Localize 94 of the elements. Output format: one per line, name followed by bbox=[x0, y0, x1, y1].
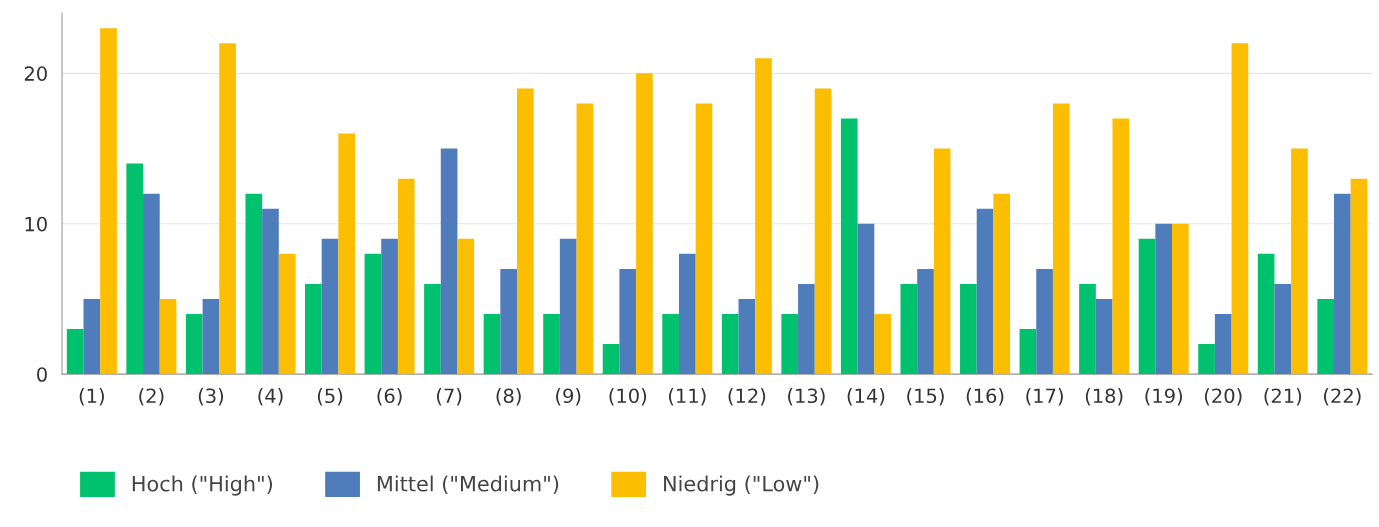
x-tick-label: (19) bbox=[1145, 388, 1182, 406]
bar bbox=[559, 238, 577, 375]
bar bbox=[933, 148, 951, 375]
bar bbox=[755, 58, 772, 375]
bar bbox=[721, 314, 739, 375]
bar bbox=[543, 314, 560, 375]
bar bbox=[219, 43, 236, 375]
bar bbox=[321, 238, 339, 375]
bar bbox=[305, 283, 322, 375]
bar bbox=[262, 208, 279, 375]
x-tick-label: (22) bbox=[1324, 388, 1361, 406]
bar bbox=[602, 344, 620, 375]
bar bbox=[1095, 298, 1113, 375]
bar bbox=[440, 148, 458, 375]
y-tick-label: 20 bbox=[24, 66, 47, 81]
bar bbox=[840, 118, 858, 375]
bar bbox=[66, 329, 84, 375]
x-tick-label: (11) bbox=[669, 388, 706, 406]
x-tick-label: (6) bbox=[377, 388, 402, 406]
x-tick-label: (10) bbox=[609, 388, 647, 406]
bar bbox=[483, 314, 501, 375]
bar bbox=[245, 193, 263, 375]
bar bbox=[143, 193, 160, 375]
bar bbox=[1079, 283, 1096, 375]
bar bbox=[576, 103, 594, 375]
bar bbox=[1052, 103, 1070, 375]
bar bbox=[1333, 193, 1351, 375]
bar bbox=[126, 163, 144, 375]
x-tick-label: (16) bbox=[966, 388, 1004, 406]
legend-label: Niedrig ("Low") bbox=[664, 475, 819, 496]
bar bbox=[1257, 253, 1275, 375]
bar bbox=[278, 253, 296, 375]
bar bbox=[900, 283, 918, 375]
x-tick-label: (15) bbox=[907, 388, 944, 406]
bar bbox=[1112, 118, 1130, 375]
bar bbox=[798, 283, 815, 375]
bar bbox=[1317, 298, 1334, 375]
x-tick-label: (12) bbox=[728, 388, 766, 406]
x-tick-label: (8) bbox=[496, 388, 521, 406]
bar bbox=[695, 103, 713, 375]
x-tick-label: (14) bbox=[847, 388, 885, 406]
bar bbox=[397, 178, 415, 375]
x-tick-label: (17) bbox=[1026, 388, 1063, 406]
bar bbox=[364, 253, 382, 375]
x-tick-label: (13) bbox=[788, 388, 825, 406]
bar bbox=[1274, 283, 1292, 375]
bar bbox=[338, 133, 356, 375]
bar bbox=[424, 283, 441, 375]
x-tick-label: (3) bbox=[198, 388, 224, 406]
legend-label: Mittel ("Medium") bbox=[377, 475, 559, 495]
bar bbox=[1019, 329, 1037, 375]
y-tick-label: 0 bbox=[37, 367, 47, 382]
bar bbox=[619, 268, 637, 375]
bar bbox=[662, 314, 679, 375]
x-tick-label: (4) bbox=[258, 388, 283, 406]
bar bbox=[1155, 223, 1173, 375]
bar bbox=[517, 88, 534, 375]
bar bbox=[1198, 344, 1215, 375]
bar bbox=[814, 88, 832, 375]
bar bbox=[738, 298, 756, 375]
x-tick-label: (1) bbox=[79, 388, 104, 406]
x-tick-label: (20) bbox=[1204, 388, 1242, 406]
bar bbox=[159, 298, 177, 375]
bar bbox=[1214, 314, 1232, 375]
bar bbox=[960, 283, 977, 375]
bar bbox=[1231, 43, 1249, 375]
bar bbox=[976, 208, 994, 375]
bar bbox=[1172, 223, 1189, 375]
bar bbox=[678, 253, 696, 375]
bar bbox=[1138, 238, 1156, 375]
bar bbox=[381, 238, 398, 375]
x-tick-label: (7) bbox=[437, 388, 462, 406]
x-tick-label: (9) bbox=[556, 388, 581, 406]
bar bbox=[83, 298, 101, 375]
bar bbox=[100, 28, 117, 375]
y-tick-label: 10 bbox=[25, 216, 47, 232]
x-tick-label: (18) bbox=[1085, 388, 1123, 406]
bar bbox=[993, 193, 1011, 375]
bar bbox=[781, 314, 799, 375]
x-tick-label: (21) bbox=[1264, 388, 1302, 406]
x-tick-label: (5) bbox=[317, 388, 343, 406]
bar bbox=[917, 268, 934, 375]
legend-label: Hoch ("High") bbox=[132, 475, 273, 496]
bar bbox=[500, 268, 517, 375]
bar bbox=[457, 238, 475, 375]
bar bbox=[1291, 148, 1308, 375]
x-tick-label: (2) bbox=[139, 388, 164, 406]
bar bbox=[202, 298, 220, 375]
bar bbox=[636, 73, 653, 375]
bar bbox=[1350, 178, 1368, 375]
bar bbox=[185, 314, 203, 375]
bar bbox=[1036, 268, 1053, 375]
bar bbox=[874, 314, 891, 375]
bar bbox=[857, 223, 875, 375]
